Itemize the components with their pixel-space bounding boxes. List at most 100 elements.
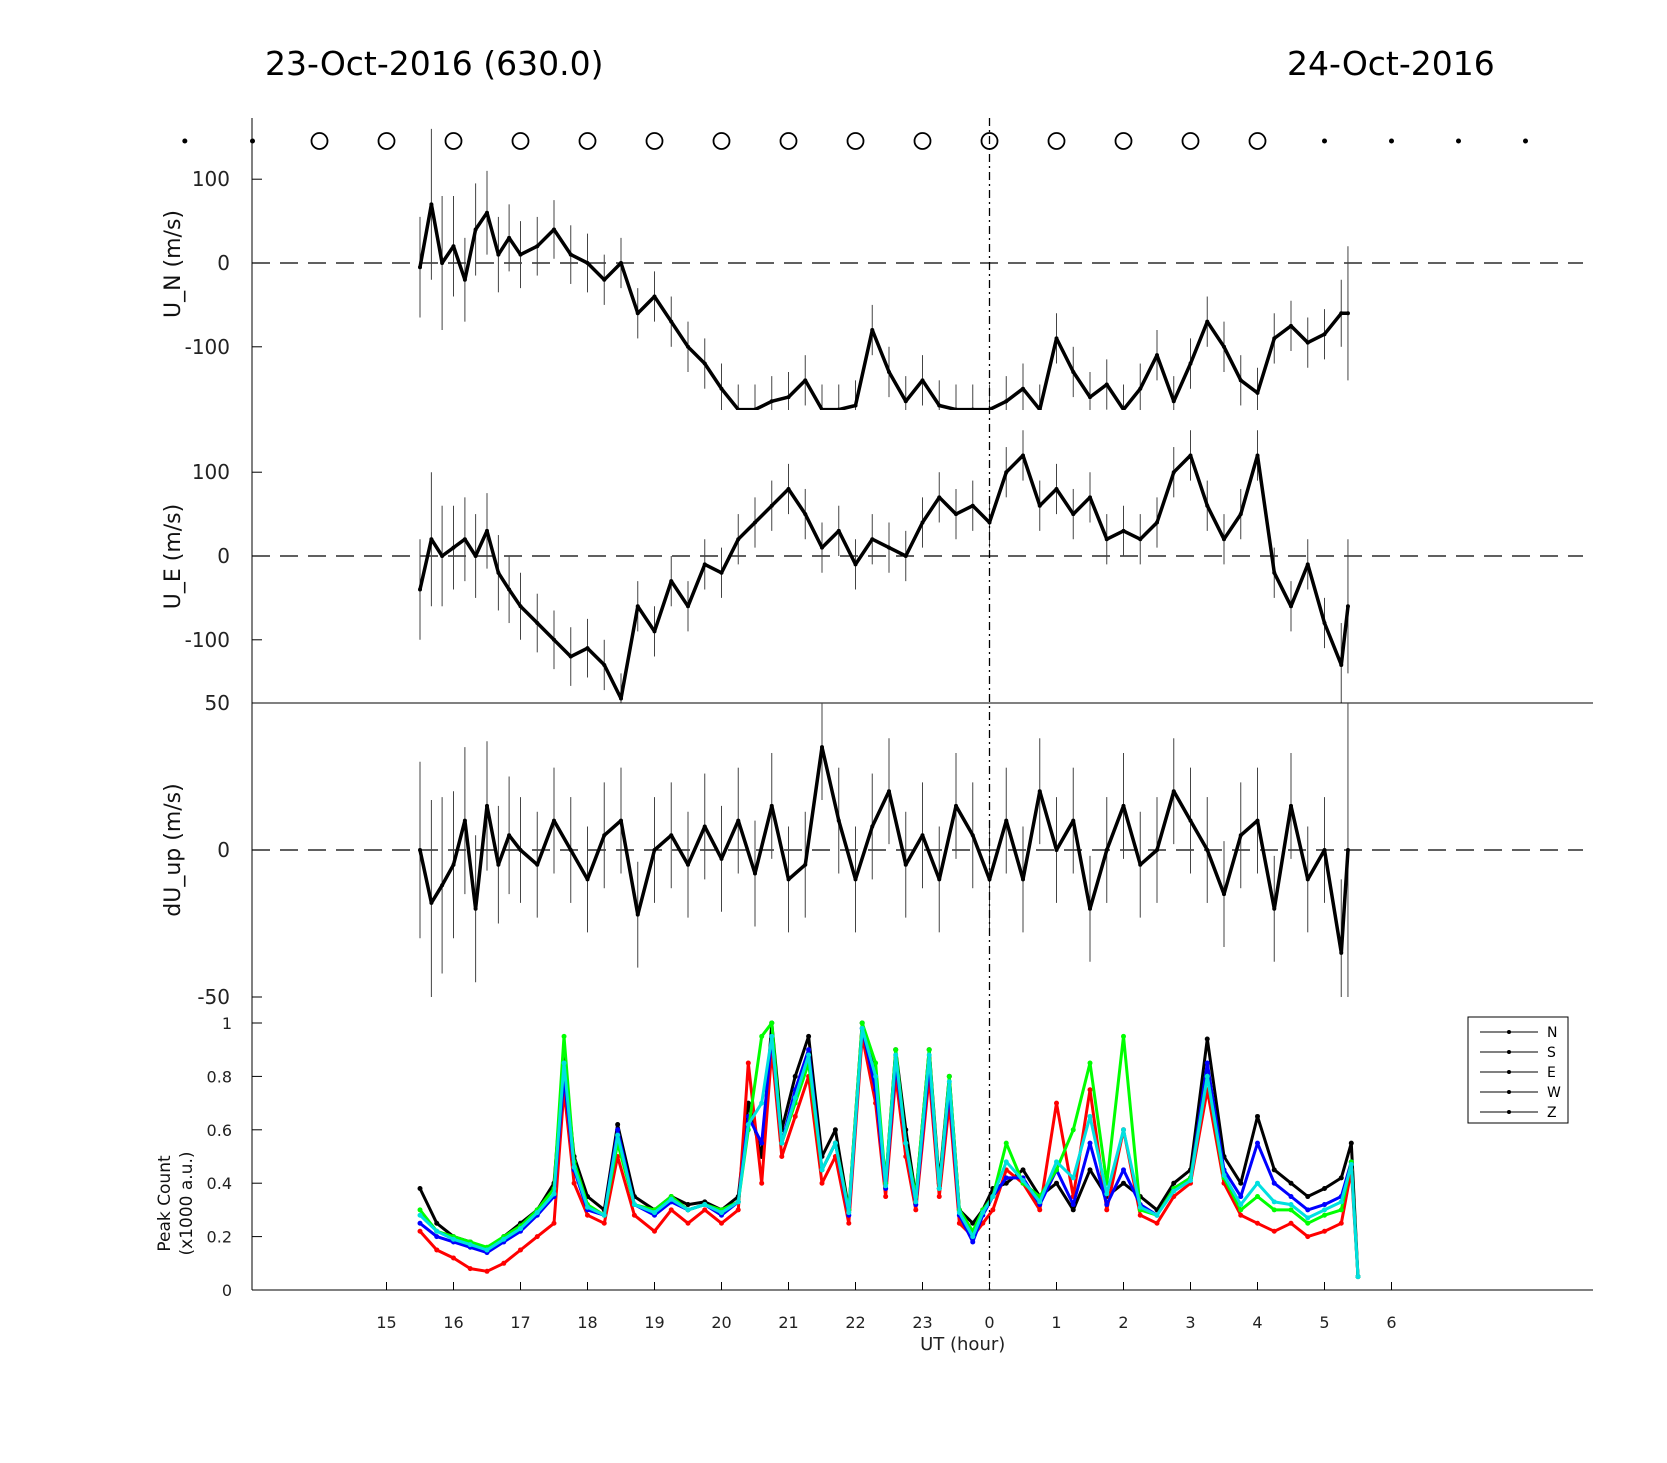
- wind-point: [619, 696, 623, 701]
- wind-point: [1104, 848, 1109, 852]
- wind-point: [1188, 453, 1193, 458]
- wind-point: [1138, 862, 1143, 867]
- y-tick-label: 0: [217, 838, 230, 862]
- x-tick-label: 15: [376, 1313, 396, 1332]
- wind-point: [485, 528, 489, 533]
- wind-point: [418, 587, 422, 592]
- wind-point: [1054, 336, 1059, 341]
- series-point-E: [417, 1220, 423, 1226]
- series-point-Z: [913, 1199, 919, 1205]
- series-point-S: [745, 1060, 751, 1066]
- station-circle-marker: [1114, 132, 1133, 150]
- wind-point: [418, 265, 422, 270]
- x-tick-label: 6: [1386, 1313, 1396, 1332]
- wind-point: [1071, 369, 1076, 374]
- y-tick-label: 100: [192, 460, 230, 484]
- series-point-W: [417, 1207, 423, 1213]
- y-tick-label: 1: [222, 1014, 232, 1033]
- wind-point: [507, 235, 512, 240]
- plot-area: [417, 1020, 1361, 1280]
- wind-point: [635, 311, 640, 316]
- wind-point: [1289, 803, 1293, 808]
- series-point-S: [571, 1180, 577, 1186]
- wind-point: [870, 824, 875, 829]
- series-point-S: [883, 1194, 889, 1200]
- series-point-S: [501, 1260, 507, 1266]
- wind-point: [1104, 537, 1109, 542]
- panel-ue: 100 0 -100 U_E (m/s): [161, 410, 1583, 703]
- wind-point: [1255, 818, 1260, 823]
- series-point-Z: [668, 1196, 674, 1202]
- series-point-S: [1137, 1212, 1143, 1218]
- wind-point: [440, 554, 445, 558]
- wind-point: [1088, 395, 1092, 400]
- series-point-S: [685, 1220, 691, 1226]
- wind-point: [1339, 311, 1344, 316]
- series-point-S: [1271, 1228, 1277, 1234]
- wind-point: [887, 369, 891, 374]
- series-point-Z: [1087, 1113, 1093, 1119]
- series-point-Z: [956, 1210, 962, 1216]
- wind-point: [451, 862, 456, 867]
- wind-point: [635, 604, 640, 609]
- y-axis-label: dU_up (m/s): [161, 783, 186, 916]
- wind-point: [1121, 407, 1126, 410]
- station-dot-marker: [182, 138, 188, 144]
- series-point-Z: [615, 1132, 621, 1138]
- wind-point: [462, 818, 467, 823]
- wind-point: [462, 277, 467, 282]
- series-point-W: [1255, 1194, 1260, 1200]
- series-point-W: [1271, 1207, 1277, 1213]
- series-point-S: [652, 1228, 657, 1234]
- legend-marker-E: [1507, 1070, 1511, 1074]
- wind-point: [507, 833, 512, 838]
- title-left: 23-Oct-2016 (630.0): [265, 44, 604, 83]
- wind-point: [719, 386, 724, 391]
- series-point-Z: [806, 1052, 812, 1058]
- station-circle-marker: [1181, 132, 1200, 150]
- series-point-S: [1288, 1220, 1294, 1226]
- wind-line: [418, 453, 1350, 701]
- series-point-Z: [561, 1060, 567, 1066]
- wind-point: [1272, 570, 1277, 575]
- wind-point: [652, 848, 657, 852]
- y-tick-label: 0: [217, 251, 230, 275]
- series-point-Z: [1305, 1215, 1311, 1221]
- wind-point: [602, 662, 607, 667]
- series-point-Z: [779, 1140, 785, 1146]
- wind-point: [836, 407, 841, 410]
- series-point-N: [1338, 1175, 1344, 1181]
- wind-point: [496, 252, 501, 257]
- wind-point: [1345, 848, 1350, 852]
- series-point-Z: [792, 1095, 798, 1101]
- wind-point: [619, 818, 623, 823]
- series-point-Z: [467, 1242, 473, 1248]
- wind-point: [496, 862, 501, 867]
- series-point-N: [832, 1127, 838, 1133]
- series-point-Z: [1070, 1175, 1076, 1181]
- wind-point: [702, 361, 707, 366]
- series-point-W: [1121, 1033, 1126, 1039]
- wind-point: [887, 545, 891, 550]
- wind-point: [1222, 892, 1226, 897]
- series-point-N: [806, 1033, 812, 1039]
- wind-point: [552, 227, 556, 232]
- series-point-N: [1238, 1180, 1244, 1186]
- wind-point: [462, 537, 467, 542]
- series-point-E: [1104, 1202, 1110, 1208]
- legend-marker-Z: [1507, 1110, 1511, 1114]
- wind-point: [585, 646, 590, 651]
- station-circle-marker: [712, 132, 731, 150]
- station-dot-marker: [1456, 138, 1461, 144]
- series-point-Z: [685, 1207, 691, 1213]
- series-point-E: [1003, 1175, 1009, 1181]
- wind-line: [418, 745, 1350, 955]
- series-point-S: [1087, 1087, 1093, 1093]
- series-point-S: [434, 1247, 440, 1253]
- series-point-W: [946, 1073, 952, 1079]
- series-point-Z: [1104, 1191, 1110, 1197]
- series-point-S: [792, 1113, 798, 1119]
- wind-point: [937, 877, 942, 882]
